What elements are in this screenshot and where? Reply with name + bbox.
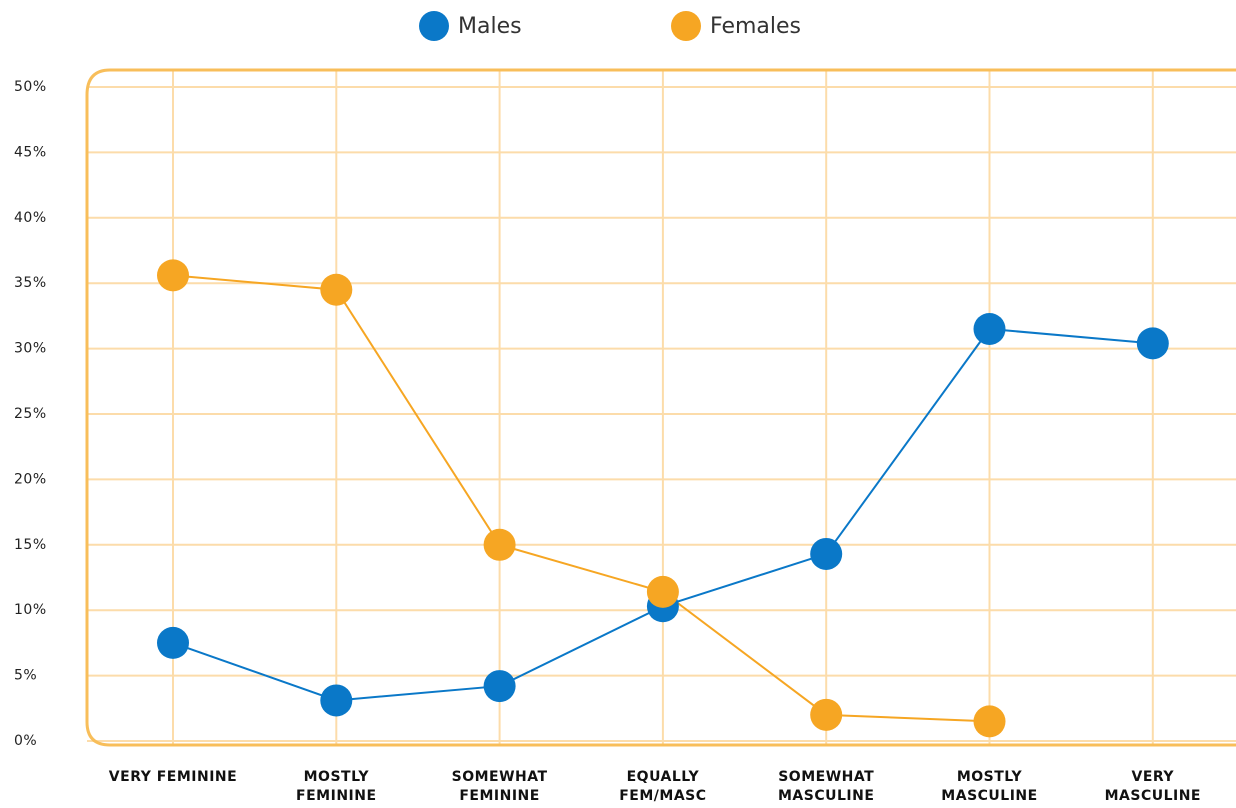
y-tick-label: 20% [14,471,47,487]
y-tick-label: 5% [14,668,37,684]
plot-frame [85,68,1236,747]
x-tick-label: MOSTLY FEMININE [296,769,377,804]
data-point [973,705,1006,738]
legend-marker [419,11,449,41]
data-point [320,273,353,306]
data-point [973,312,1006,345]
data-point [483,528,516,561]
y-tick-label: 50% [14,79,47,95]
series-line [172,274,990,723]
y-tick-label: 45% [14,144,47,160]
y-tick-label: 35% [14,275,47,291]
x-tick-label: MOSTLY MASCULINE [941,769,1038,804]
legend-marker [671,11,701,41]
y-tick-label: 0% [14,733,37,749]
legend-label: Males [458,14,522,39]
x-tick-label: VERY FEMININE [108,769,238,785]
data-point [1136,327,1169,360]
data-point [157,259,189,292]
x-tick-label: EQUALLY FEM/MASC [619,769,707,804]
y-tick-label: 40% [14,210,47,226]
y-tick-label: 30% [14,341,47,357]
data-point [157,626,189,659]
x-tick-label: SOMEWHAT FEMININE [451,769,548,804]
data-point [810,537,843,570]
data-point [810,698,843,731]
data-point [483,670,516,703]
legend-label: Females [710,14,801,39]
y-tick-label: 10% [14,602,47,618]
y-tick-label: 25% [14,406,47,422]
x-tick-label: SOMEWHAT MASCULINE [777,769,875,804]
data-point [320,684,353,717]
y-tick-label: 15% [14,537,47,553]
data-point [646,575,679,608]
x-tick-label: VERY MASCULINE [1104,769,1201,804]
